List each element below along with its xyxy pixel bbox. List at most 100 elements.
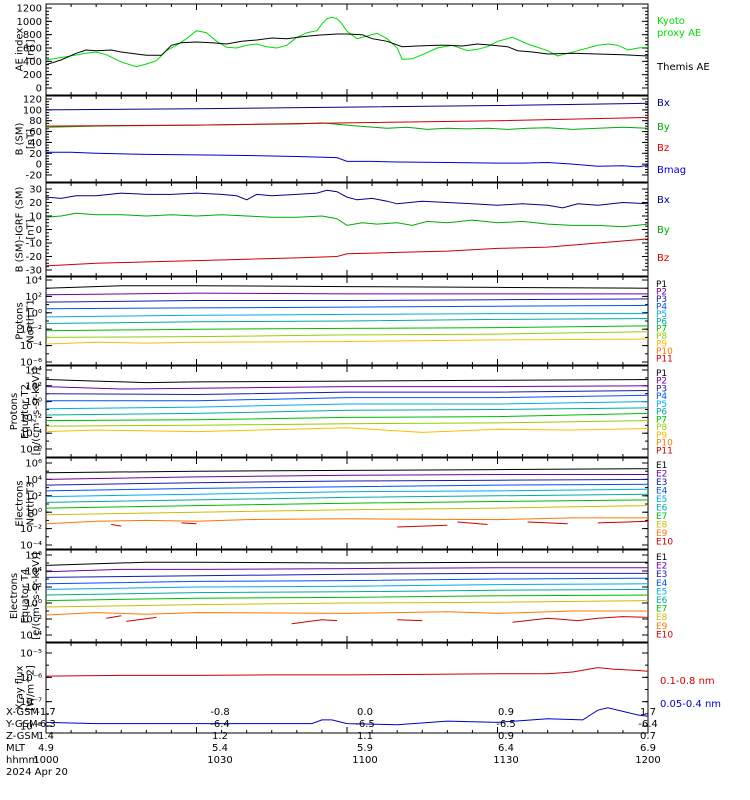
series-segment bbox=[457, 521, 488, 525]
footer-label: MLT bbox=[6, 743, 26, 754]
series-line bbox=[45, 427, 649, 433]
series-line bbox=[45, 407, 649, 416]
y-tick-label: -10 bbox=[26, 239, 42, 250]
y-axis-label: B (SM)-IGRF (SM) bbox=[15, 187, 26, 273]
legend-entry: P6 bbox=[656, 408, 667, 418]
series-segment bbox=[397, 619, 423, 622]
legend-entry: E6 bbox=[656, 596, 668, 606]
y-axis-label: [W/m^2] bbox=[26, 665, 37, 711]
series-line bbox=[45, 588, 649, 596]
legend-entry: Bx bbox=[657, 195, 670, 206]
y-tick-label: 20 bbox=[29, 198, 42, 209]
y-tick-label: 10⁻⁶ bbox=[20, 358, 42, 369]
series-line bbox=[45, 517, 648, 525]
legend-entry: E9 bbox=[656, 529, 668, 539]
y-tick-label: 100 bbox=[23, 105, 42, 116]
series-segment bbox=[126, 616, 157, 622]
y-tick-label: 80 bbox=[29, 116, 42, 127]
legend-entry: P4 bbox=[656, 392, 667, 402]
legend-entry: E6 bbox=[656, 504, 668, 514]
y-axis-label: [e/(cm²-s-sr-keV)] bbox=[31, 552, 42, 640]
series-line bbox=[45, 338, 649, 345]
series-line bbox=[45, 474, 648, 480]
legend-entry: P7 bbox=[656, 325, 667, 335]
y-axis-label: North T3 bbox=[26, 482, 37, 526]
legend-entry: P3 bbox=[656, 295, 667, 305]
legend-entry: E2 bbox=[656, 470, 667, 480]
y-tick-label: 0 bbox=[36, 84, 42, 95]
panel-frame bbox=[45, 3, 649, 96]
y-tick-label: 20 bbox=[29, 149, 42, 160]
footer-value: -6.4 bbox=[210, 719, 230, 730]
y-axis-label: Electrons bbox=[9, 573, 20, 619]
y-tick-label: 10⁻² bbox=[20, 413, 42, 424]
y-axis-label: Electrons bbox=[15, 480, 26, 526]
legend-entry: E9 bbox=[656, 622, 668, 632]
y-tick-label: 10⁻⁵ bbox=[20, 649, 42, 660]
panel-ae: 1200 1000 800 600 400 200 0 AE index [nT] Kyotopr… bbox=[15, 3, 710, 96]
series-line bbox=[45, 285, 649, 289]
y-axis-label: Protons bbox=[15, 302, 26, 339]
footer-value: 5.9 bbox=[357, 743, 373, 754]
footer-value: 1.2 bbox=[212, 731, 228, 742]
series-line bbox=[45, 401, 649, 410]
series-line bbox=[45, 313, 648, 318]
series-line bbox=[45, 318, 649, 324]
y-axis-label: [p/(cm²-s-sr-keV)] bbox=[31, 368, 42, 456]
y-tick-label: 10⁻⁴ bbox=[20, 341, 42, 352]
series-line bbox=[45, 499, 649, 509]
legend-entry: E1 bbox=[656, 461, 667, 471]
legend-entry: E5 bbox=[656, 587, 667, 597]
series-line bbox=[45, 412, 649, 422]
footer-value: 0.9 bbox=[498, 707, 514, 718]
legend-entry: P8 bbox=[656, 423, 667, 433]
footer-row-ygsm: Y-GSM -6.3 -6.4 -6.5 -6.5 -6.4 bbox=[5, 719, 658, 730]
footer-label: Y-GSM bbox=[5, 719, 38, 730]
panel-frame bbox=[45, 549, 649, 643]
footer-date: 2024 Apr 20 bbox=[6, 767, 68, 778]
y-tick-label: 10 bbox=[29, 212, 42, 223]
legend-entry: E4 bbox=[656, 579, 668, 589]
series-line bbox=[45, 16, 649, 68]
series-line bbox=[45, 298, 649, 303]
y-tick-label: 10⁻⁶ bbox=[20, 445, 42, 456]
footer-value: 0.0 bbox=[357, 707, 373, 718]
y-tick-label: 1200 bbox=[17, 4, 42, 15]
series-line bbox=[46, 394, 649, 402]
footer-value: 1000 bbox=[33, 755, 58, 766]
legend-entry: P9 bbox=[656, 340, 667, 350]
footer-value: 1.4 bbox=[38, 731, 54, 742]
series-line bbox=[45, 478, 649, 486]
y-tick-label: 10⁰ bbox=[25, 599, 42, 610]
legend-entry: E7 bbox=[656, 605, 667, 615]
legend-entry: Kyoto bbox=[657, 16, 685, 27]
legend-entry: E8 bbox=[656, 613, 668, 623]
y-axis-label: AE index bbox=[15, 28, 26, 72]
y-tick-label: 200 bbox=[23, 70, 42, 81]
legend-entry: P10 bbox=[656, 439, 673, 449]
series-line bbox=[45, 561, 648, 566]
legend-entry: 0.05-0.4 nm bbox=[660, 699, 721, 710]
footer-label: Z-GSM bbox=[6, 731, 39, 742]
footer-value: -6.3 bbox=[36, 719, 56, 730]
y-tick-label: 400 bbox=[23, 57, 42, 68]
y-axis-label: [nT] bbox=[26, 219, 37, 239]
footer-value: 1030 bbox=[207, 755, 232, 766]
series-line bbox=[45, 567, 648, 573]
series-line bbox=[45, 379, 649, 384]
y-tick-label: 10⁻⁴ bbox=[20, 429, 42, 440]
y-tick-label: 10⁰ bbox=[25, 508, 42, 519]
legend-entry: E3 bbox=[656, 478, 667, 488]
legend-entry: E10 bbox=[656, 630, 673, 640]
y-tick-label: 600 bbox=[23, 44, 42, 55]
series-segment bbox=[181, 522, 197, 525]
series-line bbox=[45, 505, 649, 516]
footer-row-zgsm: Z-GSM 1.4 1.2 1.1 0.9 0.7 bbox=[6, 731, 656, 742]
legend-entry: P7 bbox=[656, 415, 667, 425]
y-axis-label: Equator T4 bbox=[20, 569, 31, 624]
y-tick-label: 10⁰ bbox=[25, 308, 42, 319]
legend-entry: P9 bbox=[656, 431, 667, 441]
series-segment bbox=[397, 524, 448, 528]
legend-entry: E7 bbox=[656, 512, 667, 522]
legend-entry: Bmag bbox=[657, 165, 686, 176]
